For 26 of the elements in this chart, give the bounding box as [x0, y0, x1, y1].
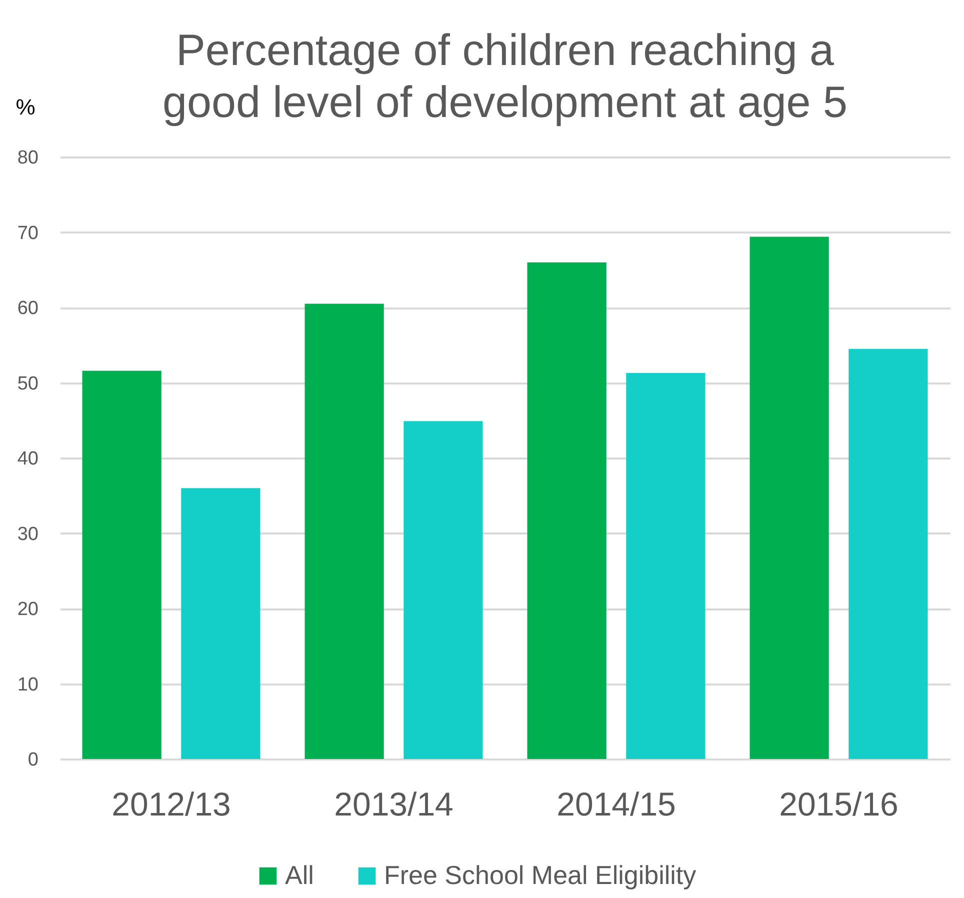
- y-tick-label: 70: [17, 222, 38, 244]
- legend-label: Free School Meal Eligibility: [384, 860, 696, 890]
- bar: [82, 370, 162, 759]
- y-tick-label: 20: [17, 599, 38, 620]
- y-tick-label: 30: [17, 524, 38, 545]
- bar: [527, 262, 606, 759]
- bar: [848, 348, 928, 759]
- bar: [304, 304, 384, 759]
- x-tick-label: 2015/16: [779, 786, 898, 822]
- y-tick-label: 40: [17, 448, 38, 470]
- y-axis-title: %: [16, 94, 36, 120]
- text: Percentage of children reaching a: [176, 26, 834, 75]
- y-tick-label: 80: [17, 148, 38, 168]
- text: good level of development at age 5: [162, 78, 848, 127]
- x-tick-label: 2012/13: [112, 786, 231, 822]
- y-tick-label: 0: [28, 750, 38, 770]
- y-tick-label: 10: [17, 674, 38, 696]
- bar: [404, 421, 483, 759]
- legend-label: All: [285, 860, 314, 890]
- bar: [750, 236, 829, 759]
- x-tick-label: 2014/15: [556, 786, 676, 822]
- y-tick-label: 50: [17, 373, 38, 394]
- y-tick-label: 60: [17, 298, 38, 319]
- bar: [626, 372, 706, 759]
- bar: [181, 488, 260, 759]
- x-tick-label: 2013/14: [334, 786, 454, 822]
